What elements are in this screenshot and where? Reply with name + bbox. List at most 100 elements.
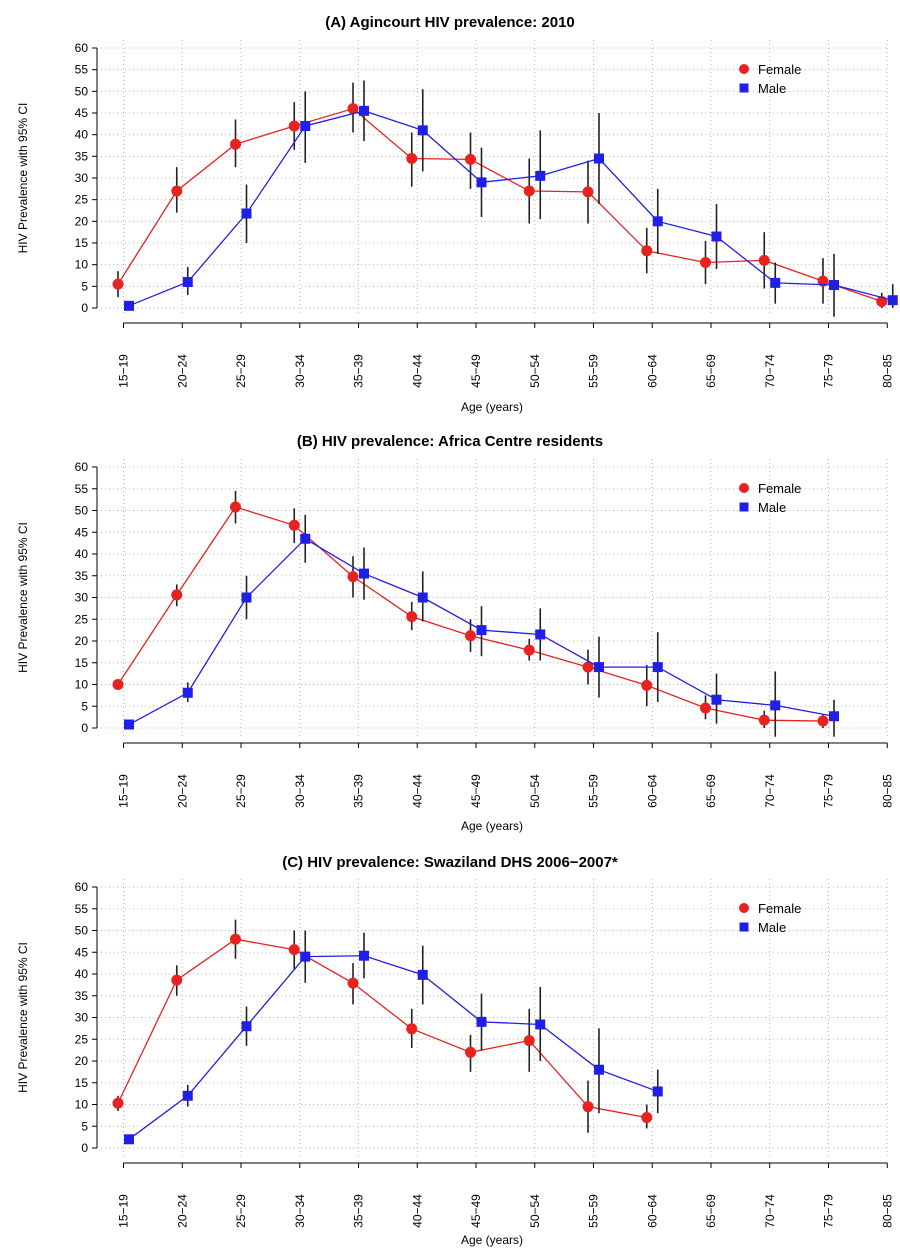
legend: Female Male <box>739 481 801 515</box>
data-point <box>700 257 711 268</box>
y-tick-label: 45 <box>75 945 89 959</box>
data-point <box>417 592 428 603</box>
x-tick-label: 75−79 <box>822 354 836 388</box>
x-tick-label: 35−39 <box>352 354 366 388</box>
y-tick-label: 30 <box>75 591 89 605</box>
legend-label: Male <box>758 81 786 96</box>
y-tick-label: 50 <box>75 924 89 938</box>
data-point <box>829 280 839 291</box>
data-point <box>770 277 781 288</box>
x-tick-label: 60−64 <box>645 354 659 388</box>
x-tick-label: 60−64 <box>645 1194 659 1228</box>
x-tick-label: 25−29 <box>234 354 248 388</box>
x-tick-label: 35−39 <box>352 1194 366 1228</box>
data-point <box>288 944 300 956</box>
x-tick-label: 45−49 <box>469 774 483 808</box>
x-tick-label: 40−44 <box>410 354 424 388</box>
x-axis-label: Age (years) <box>461 1233 523 1247</box>
y-tick-label: 25 <box>75 612 89 626</box>
y-tick-label: 20 <box>75 214 89 228</box>
data-point <box>182 277 193 287</box>
data-point <box>535 1019 546 1030</box>
series-female <box>112 490 829 728</box>
y-tick-label: 15 <box>75 1076 89 1090</box>
x-tick-label: 20−24 <box>175 774 189 808</box>
chart-panel-3: (C) HIV prevalence: Swaziland DHS 2006−2… <box>16 854 894 1247</box>
x-tick-label: 40−44 <box>410 774 424 808</box>
series-female <box>112 82 888 308</box>
x-tick-label: 20−24 <box>175 1194 189 1228</box>
x-tick-label: 80−85 <box>880 354 894 388</box>
x-tick-label: 40−44 <box>410 1194 424 1228</box>
data-point <box>124 719 134 730</box>
data-point <box>465 153 476 165</box>
data-point <box>347 977 359 989</box>
x-tick-label: 45−49 <box>469 354 483 388</box>
y-tick-label: 15 <box>75 656 89 670</box>
legend: Female Male <box>739 62 801 96</box>
data-point <box>288 519 300 531</box>
x-tick-label: 15−19 <box>117 354 131 388</box>
x-tick-label: 70−74 <box>763 1194 777 1228</box>
data-point <box>652 662 663 673</box>
data-point <box>829 711 839 722</box>
data-point <box>241 592 252 603</box>
y-tick-label: 45 <box>75 106 89 120</box>
y-tick-label: 60 <box>75 460 89 474</box>
data-point <box>417 969 428 980</box>
data-point <box>300 121 311 131</box>
grid <box>101 459 888 736</box>
data-point <box>817 715 829 727</box>
x-tick-label: 70−74 <box>763 354 777 388</box>
data-point <box>288 120 300 132</box>
x-tick-label: 30−34 <box>293 1194 307 1228</box>
x-tick-label: 75−79 <box>822 774 836 808</box>
data-point <box>465 1046 476 1058</box>
legend-marker-male <box>739 922 749 932</box>
x-tick-label: 55−59 <box>587 1194 601 1228</box>
data-point <box>876 296 888 307</box>
data-point <box>230 501 241 513</box>
data-point <box>171 974 183 986</box>
y-tick-label: 10 <box>75 258 89 272</box>
y-tick-label: 5 <box>81 1119 88 1133</box>
x-axis-label: Age (years) <box>461 819 523 833</box>
x-tick-label: 50−54 <box>528 774 542 808</box>
data-point <box>406 611 418 623</box>
y-tick-label: 5 <box>81 279 88 293</box>
legend-label: Female <box>758 62 801 77</box>
y-tick-label: 20 <box>75 1054 89 1068</box>
data-point <box>406 153 418 164</box>
legend-label: Male <box>758 500 786 515</box>
x-tick-label: 15−19 <box>117 774 131 808</box>
y-tick-label: 55 <box>75 482 89 496</box>
data-point <box>230 138 241 150</box>
data-point <box>300 951 311 962</box>
x-tick-label: 60−64 <box>645 774 659 808</box>
data-point <box>758 254 770 266</box>
legend-label: Male <box>758 920 786 935</box>
y-tick-label: 50 <box>75 504 89 518</box>
x-tick-label: 35−39 <box>352 774 366 808</box>
data-point <box>417 125 428 136</box>
series-male <box>124 514 839 737</box>
data-point <box>171 185 183 197</box>
x-tick-label: 25−29 <box>234 1194 248 1228</box>
x-tick-label: 45−49 <box>469 1194 483 1228</box>
y-tick-label: 15 <box>75 236 89 250</box>
y-tick-label: 55 <box>75 902 89 916</box>
x-tick-label: 65−69 <box>704 354 718 388</box>
data-point <box>594 1064 604 1075</box>
series-line <box>117 938 647 1119</box>
data-point <box>476 625 487 636</box>
data-point <box>300 533 311 544</box>
legend-label: Female <box>758 481 801 496</box>
x-tick-label: 25−29 <box>234 774 248 808</box>
data-point <box>652 1086 663 1097</box>
y-axis-label: HIV Prevalence with 95% CI <box>16 103 30 254</box>
data-point <box>652 216 663 227</box>
y-tick-label: 35 <box>75 149 89 163</box>
data-point <box>476 1016 487 1027</box>
